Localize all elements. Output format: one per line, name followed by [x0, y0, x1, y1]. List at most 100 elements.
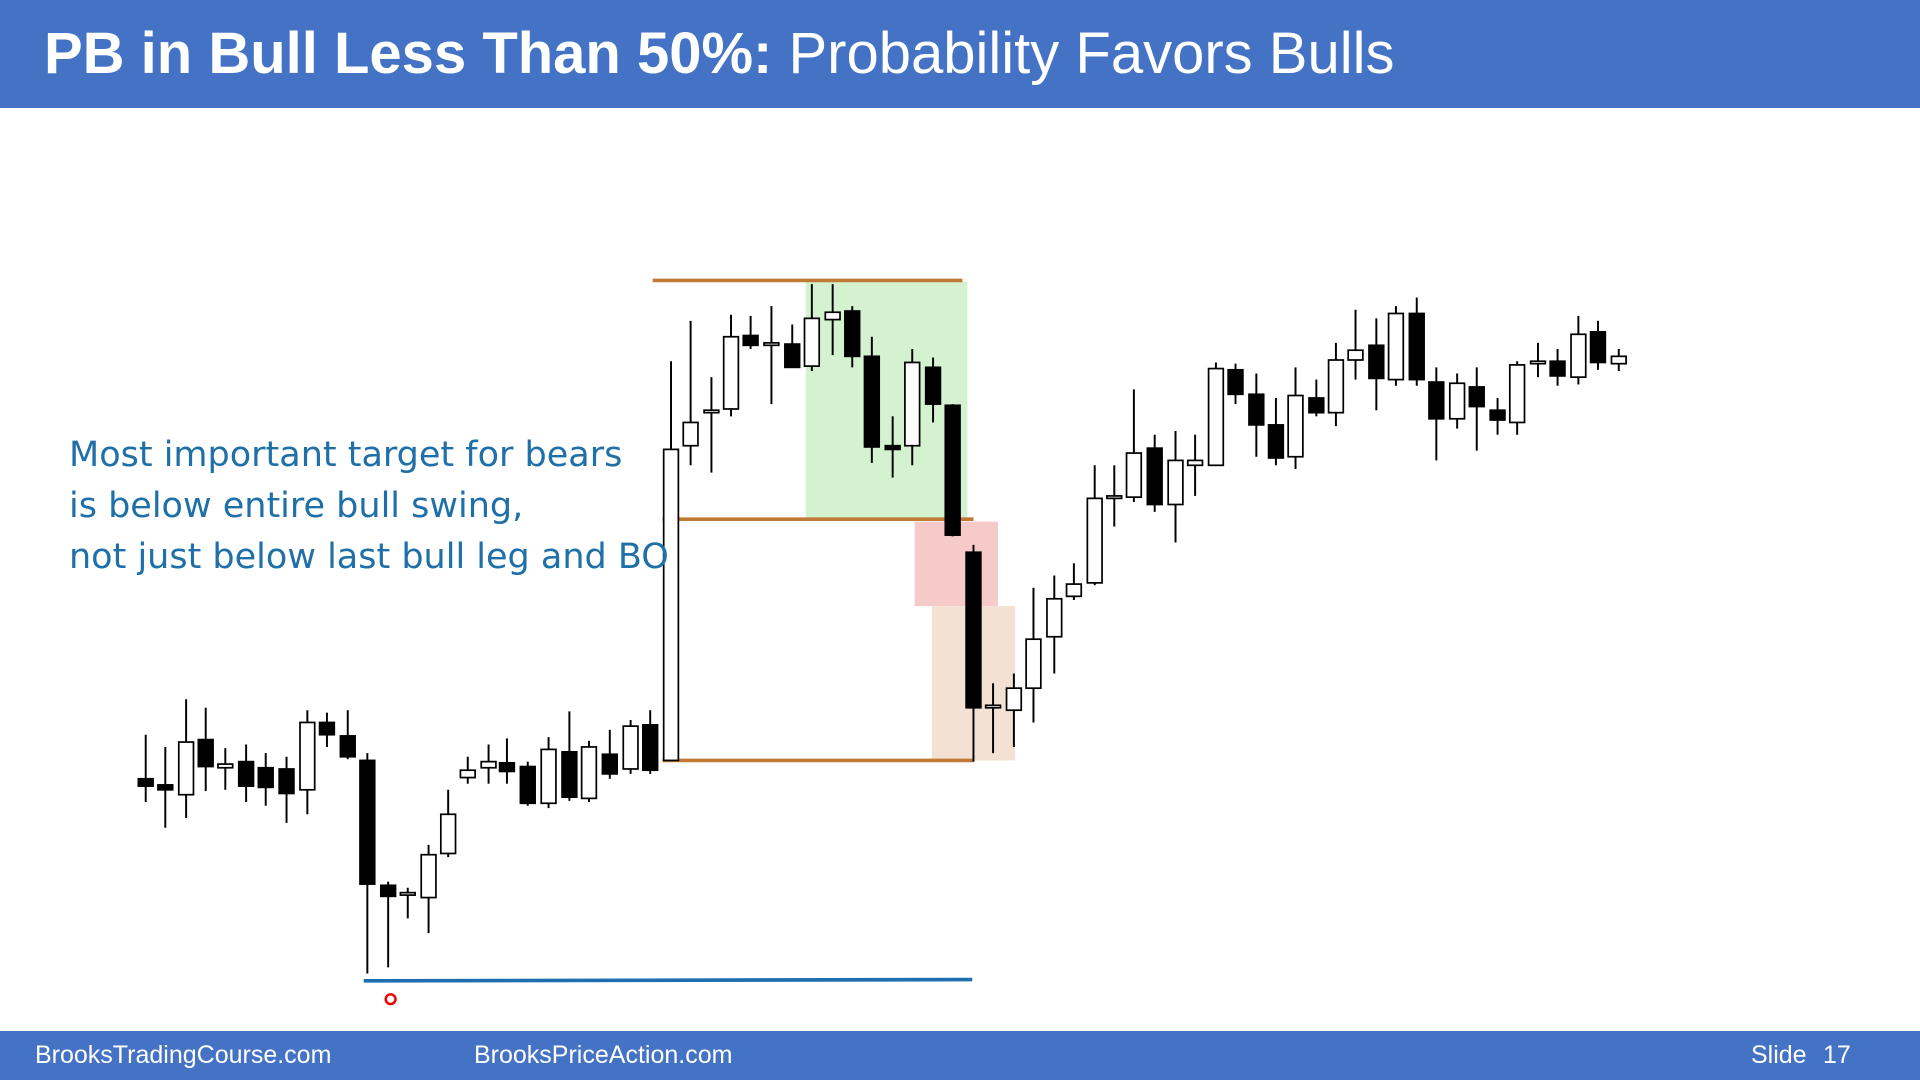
candle-body	[662, 448, 680, 762]
candle-body	[924, 366, 942, 405]
candle-body	[278, 768, 295, 795]
candle	[1347, 309, 1364, 380]
candle-body	[439, 813, 457, 855]
candle-body	[965, 551, 982, 709]
candle	[257, 753, 274, 806]
candle	[1186, 434, 1204, 496]
candle-body	[237, 760, 255, 787]
candle-body	[137, 777, 154, 787]
candle-body	[1287, 394, 1304, 458]
annotation-line: not just below last bull leg and BO	[69, 537, 669, 577]
candle-body	[1549, 360, 1566, 377]
candle	[1327, 342, 1345, 427]
candle	[1248, 373, 1265, 457]
candle	[965, 544, 982, 762]
title-bold: PB in Bull Less Than 50%:	[44, 21, 773, 86]
candle-body	[1448, 382, 1466, 420]
annotation: Most important target for bears is below…	[69, 430, 669, 583]
footer-center: BrooksPriceAction.com	[474, 1041, 733, 1069]
candle	[824, 284, 841, 356]
candle-body	[1167, 459, 1184, 506]
candle	[399, 887, 416, 919]
candle	[1046, 575, 1063, 674]
candle	[278, 756, 295, 823]
candle-body	[1589, 330, 1607, 364]
candle	[924, 357, 942, 423]
candle-body	[1025, 638, 1042, 690]
candle-body	[257, 766, 274, 789]
slide-number: 17	[1823, 1041, 1851, 1069]
candle-body	[1146, 447, 1163, 506]
candle	[1428, 367, 1445, 461]
candle-body	[1106, 495, 1123, 500]
candle-body	[318, 721, 336, 736]
slide-label: Slide	[1751, 1041, 1807, 1069]
candle	[1468, 367, 1485, 451]
candle-body	[1347, 349, 1364, 361]
candle	[1368, 318, 1385, 411]
candle	[339, 710, 356, 760]
candle-body	[1207, 367, 1225, 467]
candle	[863, 336, 881, 463]
candle	[359, 753, 376, 974]
candle-body	[197, 738, 214, 768]
candle	[1086, 465, 1103, 586]
candle	[580, 740, 598, 803]
candle	[1065, 563, 1083, 601]
candle	[763, 306, 780, 405]
candle	[237, 744, 255, 803]
candle	[1227, 363, 1244, 405]
title-bar: PB in Bull Less Than 50%: Probability Fa…	[0, 0, 1920, 108]
candle	[1589, 320, 1607, 370]
candle	[1308, 379, 1325, 417]
candle	[601, 729, 619, 779]
candle-body	[642, 724, 659, 772]
candle	[540, 737, 557, 809]
candle-body	[1468, 386, 1485, 408]
candle	[1508, 361, 1526, 435]
candle	[420, 844, 437, 934]
candle-body	[177, 741, 195, 796]
candle	[1167, 431, 1184, 543]
candle	[519, 761, 536, 806]
candle	[1267, 397, 1285, 466]
candle-body	[682, 421, 699, 447]
candle	[1287, 367, 1304, 469]
candle-body	[1065, 583, 1083, 598]
candle-body	[1529, 360, 1547, 365]
footer-left: BrooksTradingCourse.com	[35, 1041, 332, 1069]
candle	[844, 306, 861, 368]
candle	[498, 738, 516, 784]
candle	[1005, 673, 1023, 747]
candle-body	[1610, 355, 1627, 365]
candle-body	[1508, 364, 1526, 424]
title: PB in Bull Less Than 50%: Probability Fa…	[44, 22, 1395, 86]
candle	[1408, 297, 1425, 386]
candle	[1489, 397, 1506, 435]
candle-body	[420, 853, 437, 899]
candle-body	[703, 409, 720, 414]
candle-body	[459, 769, 476, 779]
candle	[177, 699, 195, 818]
annotation-line: Most important target for bears	[69, 435, 623, 475]
candle-body	[763, 342, 780, 347]
candle-body	[561, 750, 578, 799]
candle-body	[1428, 381, 1445, 420]
candle-body	[1408, 312, 1425, 381]
candle	[722, 314, 740, 417]
candle-body	[1327, 359, 1345, 414]
candle-body	[1227, 368, 1244, 396]
candle	[1025, 587, 1042, 723]
candle-body	[884, 444, 901, 451]
candle-body	[359, 759, 376, 885]
candle-body	[944, 404, 961, 536]
candle-body	[722, 335, 740, 410]
candle	[318, 712, 336, 747]
candle	[682, 320, 699, 466]
candle	[1610, 348, 1627, 372]
candle	[1549, 348, 1566, 386]
candle-body	[742, 334, 759, 347]
candle-body	[480, 760, 497, 769]
candle-body	[399, 891, 416, 896]
